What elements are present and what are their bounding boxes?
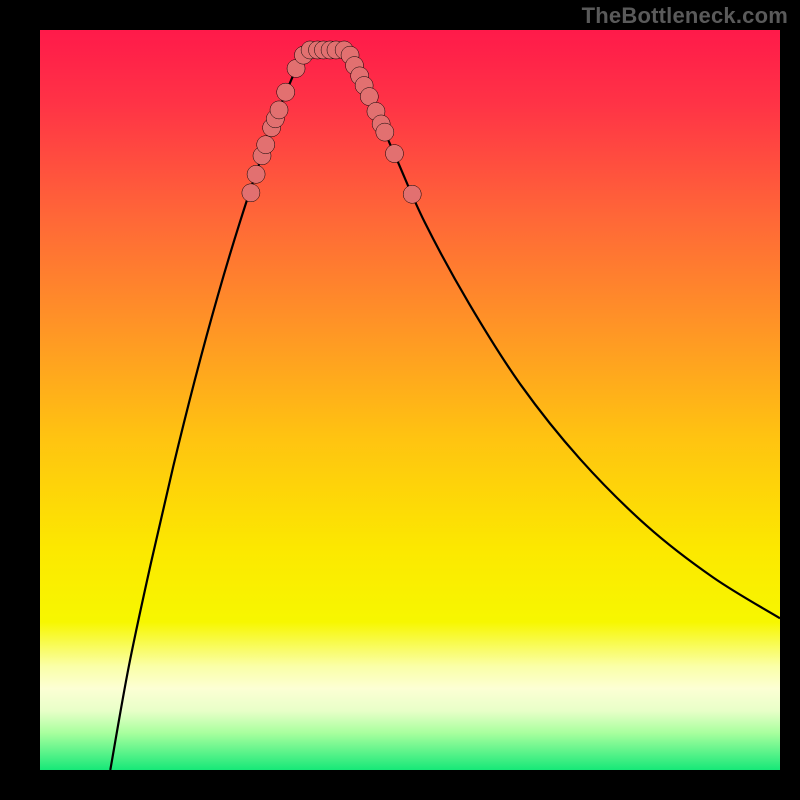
bottleneck-curve [110,47,780,770]
data-marker [242,184,260,202]
data-marker [277,83,295,101]
data-marker [403,185,421,203]
data-marker [257,136,275,154]
plot-area [40,30,780,770]
chart-svg [40,30,780,770]
marker-group [242,41,421,203]
watermark-text: TheBottleneck.com [582,3,788,29]
data-marker [270,101,288,119]
data-marker [385,145,403,163]
data-marker [376,123,394,141]
chart-container: TheBottleneck.com [0,0,800,800]
data-marker [247,165,265,183]
